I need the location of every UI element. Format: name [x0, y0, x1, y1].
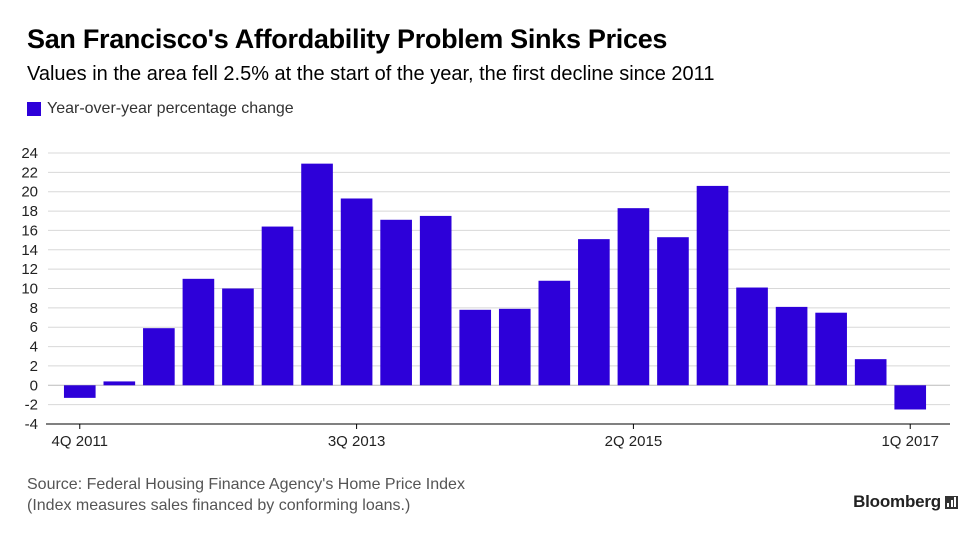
bar — [103, 381, 136, 386]
bar — [617, 208, 650, 386]
bar — [894, 385, 927, 410]
bar — [775, 306, 808, 386]
bar — [854, 359, 887, 386]
bar — [261, 226, 294, 386]
y-tick-label: 8 — [30, 300, 38, 317]
bar — [380, 219, 412, 386]
y-tick-label: 14 — [21, 242, 38, 259]
y-tick-label: 16 — [21, 222, 38, 239]
y-tick-label: 22 — [21, 164, 38, 181]
y-tick-label: 12 — [21, 261, 38, 278]
x-tick-label: 4Q 2011 — [52, 433, 108, 450]
legend-label: Year-over-year percentage change — [47, 100, 294, 117]
y-tick-label: -2 — [25, 397, 38, 414]
logo-text: Bloomberg — [853, 492, 941, 511]
bar — [222, 288, 254, 386]
bar — [143, 328, 175, 386]
bar — [538, 280, 571, 386]
bar — [301, 163, 333, 386]
y-tick-label: 24 — [21, 145, 38, 162]
legend-swatch — [27, 102, 41, 116]
bar — [696, 185, 729, 386]
y-tick-label: 6 — [30, 319, 38, 336]
x-tick-label: 1Q 2017 — [881, 433, 939, 450]
bar — [182, 278, 215, 386]
bar — [736, 287, 768, 386]
y-tick-label: -4 — [25, 416, 38, 433]
bar — [63, 385, 96, 398]
y-tick-label: 20 — [21, 184, 38, 201]
legend: Year-over-year percentage change — [27, 100, 294, 118]
x-tick-label: 3Q 2013 — [328, 433, 386, 450]
bar — [459, 309, 492, 386]
y-tick-label: 0 — [30, 377, 38, 394]
bar — [578, 239, 610, 386]
y-tick-label: 10 — [21, 281, 38, 298]
bar — [419, 215, 452, 386]
source-note: Source: Federal Housing Finance Agency's… — [27, 476, 465, 493]
bar — [815, 312, 847, 386]
index-note: (Index measures sales financed by confor… — [27, 497, 411, 514]
y-tick-label: 4 — [30, 339, 38, 356]
y-tick-label: 2 — [30, 358, 38, 375]
x-tick-label: 2Q 2015 — [605, 433, 663, 450]
y-tick-label: 18 — [21, 203, 38, 220]
bar-chart-icon — [945, 495, 958, 509]
bloomberg-logo: Bloomberg — [853, 492, 958, 512]
chart-subtitle: Values in the area fell 2.5% at the star… — [27, 63, 715, 85]
footer: Source: Federal Housing Finance Agency's… — [27, 474, 465, 516]
bar — [657, 237, 689, 386]
bar — [498, 308, 531, 386]
chart-title: San Francisco's Affordability Problem Si… — [27, 24, 668, 54]
bar — [340, 198, 373, 386]
